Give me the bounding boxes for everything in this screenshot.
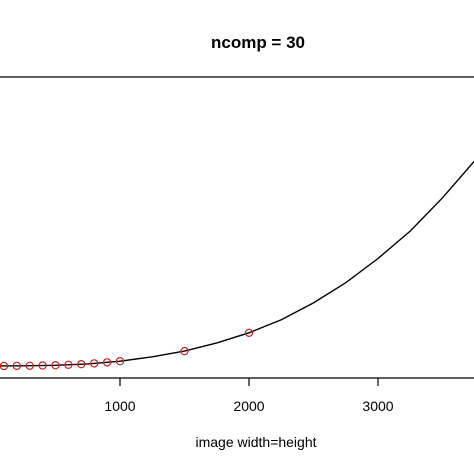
chart-title: ncomp = 30 (211, 33, 305, 52)
data-points (0, 328, 254, 371)
data-point (0, 361, 9, 371)
x-axis-label: image width=height (195, 434, 316, 450)
data-point (25, 361, 34, 370)
data-point (244, 328, 254, 337)
data-point (77, 360, 86, 369)
data-point (64, 360, 73, 369)
data-point (38, 361, 47, 370)
data-point (180, 346, 189, 356)
x-ticks: 1000 2000 3000 (104, 378, 394, 414)
x-tick-label: 2000 (233, 398, 264, 414)
data-point (51, 361, 60, 370)
data-point (89, 359, 99, 368)
x-tick-label: 3000 (362, 398, 393, 414)
fitted-curve (0, 160, 474, 367)
data-point (12, 361, 21, 371)
data-point (102, 358, 112, 367)
data-point (115, 357, 125, 366)
x-tick-label: 1000 (104, 398, 135, 414)
